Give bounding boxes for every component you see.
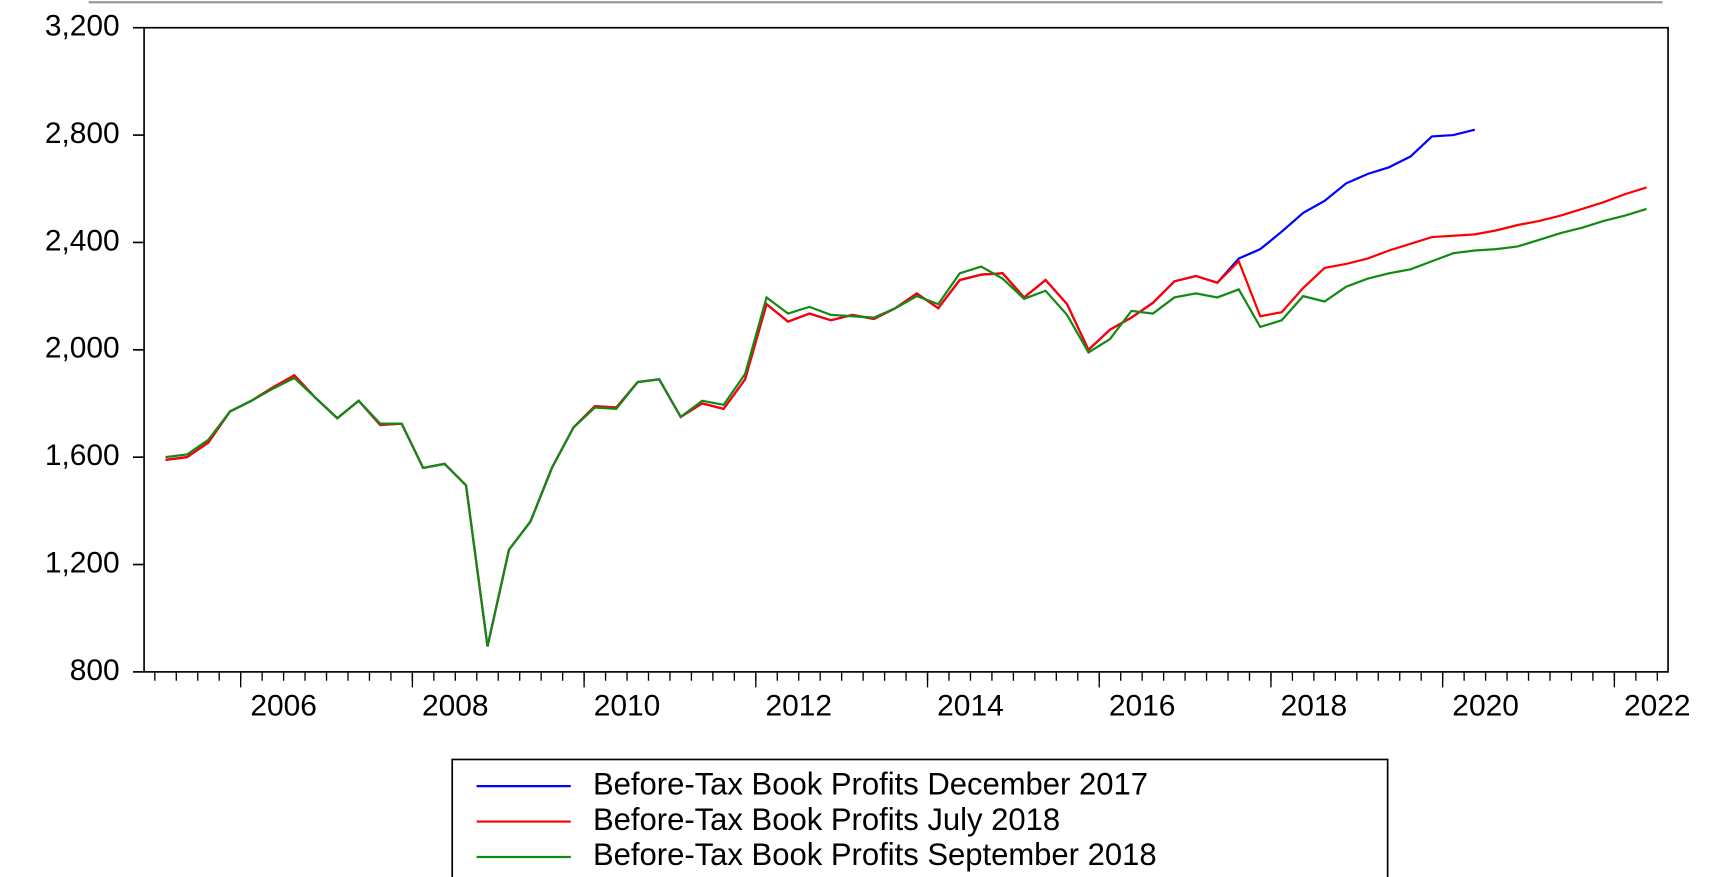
series-line bbox=[165, 128, 1476, 647]
y-tick-label: 2,800 bbox=[45, 117, 120, 150]
y-tick-label: 1,200 bbox=[45, 546, 120, 579]
x-tick-label: 2014 bbox=[937, 689, 1004, 722]
x-tick-label: 2020 bbox=[1452, 689, 1519, 722]
y-tick-label: 3,200 bbox=[45, 10, 120, 43]
series-line bbox=[165, 207, 1647, 647]
x-tick-label: 2016 bbox=[1109, 689, 1176, 722]
x-tick-label: 2010 bbox=[594, 689, 661, 722]
x-tick-label: 2008 bbox=[422, 689, 489, 722]
y-tick-label: 1,600 bbox=[45, 439, 120, 472]
y-tick-label: 2,400 bbox=[45, 224, 120, 257]
legend-label: Before-Tax Book Profits September 2018 bbox=[593, 837, 1157, 872]
series-line bbox=[165, 186, 1647, 647]
x-tick-label: 2022 bbox=[1624, 689, 1691, 722]
plot-frame bbox=[143, 26, 1669, 673]
x-tick-label: 2012 bbox=[765, 689, 832, 722]
legend-box bbox=[451, 758, 1389, 877]
x-tick-label: 2006 bbox=[250, 689, 317, 722]
legend-label: Before-Tax Book Profits July 2018 bbox=[593, 802, 1060, 837]
y-tick-label: 2,000 bbox=[45, 332, 120, 365]
legend-label: Before-Tax Book Profits December 2017 bbox=[593, 766, 1148, 801]
x-tick-label: 2018 bbox=[1281, 689, 1348, 722]
y-tick-label: 800 bbox=[70, 654, 120, 687]
